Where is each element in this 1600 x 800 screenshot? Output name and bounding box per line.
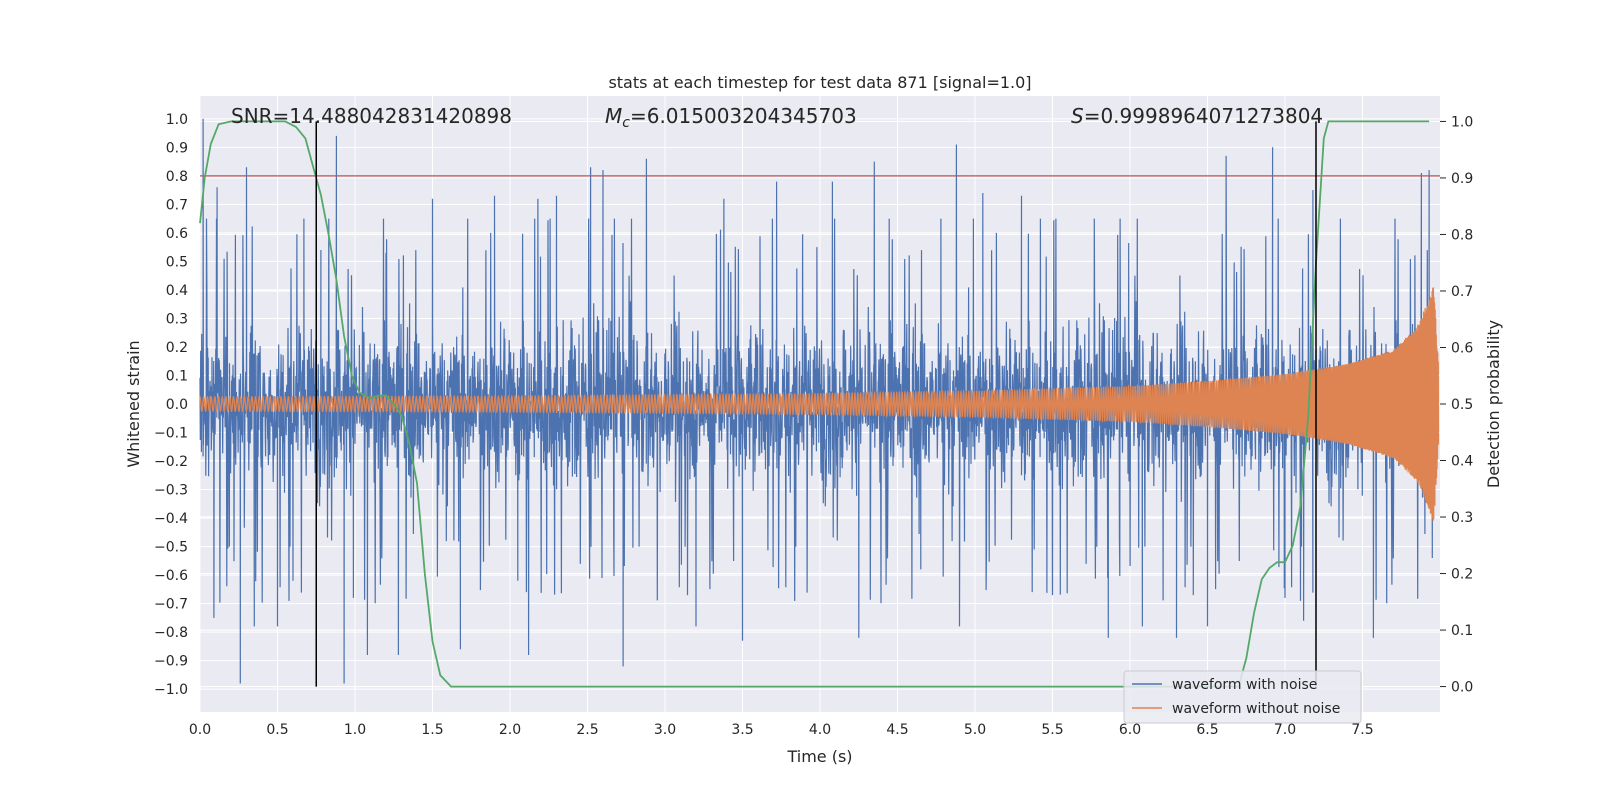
s-annotation: S=0.9998964071273804 bbox=[1071, 104, 1323, 128]
y-tick-label: 0.1 bbox=[166, 368, 188, 384]
chart-title: stats at each timestep for test data 871… bbox=[608, 73, 1031, 92]
y2-tick-label: 0.7 bbox=[1451, 284, 1473, 300]
x-tick-label: 0.0 bbox=[189, 722, 211, 738]
y-tick-label: 0.4 bbox=[166, 283, 188, 299]
series-waveform-without-noise bbox=[199, 287, 1440, 521]
x-tick-label: 3.0 bbox=[654, 722, 676, 738]
y-tick-label: −0.9 bbox=[154, 654, 188, 670]
x-axis-ticks: 0.0 0.5 1.0 1.5 2.0 2.5 3.0 3.5 4.0 4.5 5.0 5.5 6.0 6… bbox=[189, 722, 1374, 738]
x-tick-label: 5.5 bbox=[1041, 722, 1063, 738]
y2-axis-label: Detection probability bbox=[1484, 320, 1503, 488]
x-tick-label: 2.5 bbox=[576, 722, 598, 738]
x-tick-label: 7.0 bbox=[1274, 722, 1296, 738]
s-symbol: S bbox=[1071, 104, 1084, 128]
x-tick-label: 1.5 bbox=[421, 722, 443, 738]
legend-box bbox=[1123, 670, 1362, 724]
legend-label-clean: waveform without noise bbox=[1172, 701, 1340, 717]
y-tick-label: 0.6 bbox=[166, 226, 188, 242]
y-tick-label: 0.9 bbox=[166, 140, 188, 156]
y-tick-label: −0.4 bbox=[154, 511, 188, 527]
y2-tick-label: 0.6 bbox=[1451, 340, 1473, 356]
x-tick-label: 6.5 bbox=[1196, 722, 1218, 738]
y-tick-label: −0.2 bbox=[154, 454, 188, 470]
legend: waveform with noise waveform without noi… bbox=[1123, 670, 1362, 724]
snr-annotation: SNR=14.488042831420898 bbox=[231, 104, 512, 128]
y-tick-label: 0.2 bbox=[166, 340, 188, 356]
y-tick-label: −1.0 bbox=[154, 682, 188, 698]
y2-tick-label: 0.4 bbox=[1451, 454, 1473, 470]
y-axis-ticks: 1.0 0.9 0.8 0.7 0.6 0.5 0.4 0.3 0.2 0.1 0.0 −0.1 −0.… bbox=[154, 112, 188, 698]
y-tick-label: 0.7 bbox=[166, 197, 188, 213]
mc-annotation: Mc=6.015003204345703 bbox=[605, 104, 857, 131]
y-tick-label: 0.8 bbox=[166, 169, 188, 185]
x-tick-label: 3.5 bbox=[731, 722, 753, 738]
s-value: =0.9998964071273804 bbox=[1084, 104, 1323, 128]
y-tick-label: 0.5 bbox=[166, 254, 188, 270]
y2-tick-label: 0.8 bbox=[1451, 227, 1473, 243]
y2-tick-label: 0.2 bbox=[1451, 567, 1473, 583]
mc-subscript: c bbox=[622, 115, 630, 131]
y-axis-label: Whitened strain bbox=[124, 340, 143, 467]
plot-area bbox=[199, 118, 1440, 688]
y-tick-label: 0.3 bbox=[166, 311, 188, 327]
y-tick-label: −0.8 bbox=[154, 625, 188, 641]
x-axis-label: Time (s) bbox=[786, 747, 852, 766]
y-tick-label: 1.0 bbox=[166, 112, 188, 128]
x-tick-label: 2.0 bbox=[499, 722, 521, 738]
x-tick-label: 4.0 bbox=[809, 722, 831, 738]
y-tick-label: −0.1 bbox=[154, 426, 188, 442]
y-tick-label: −0.5 bbox=[154, 540, 188, 556]
y2-tick-label: 1.0 bbox=[1451, 114, 1473, 130]
legend-label-noise: waveform with noise bbox=[1172, 677, 1317, 693]
x-tick-label: 7.5 bbox=[1351, 722, 1373, 738]
y2-tick-label: 0.0 bbox=[1451, 680, 1473, 696]
y-tick-label: −0.7 bbox=[154, 597, 188, 613]
y2-axis-ticks: 1.0 0.9 0.8 0.7 0.6 0.5 0.4 0.3 0.2 0.1 0.0 bbox=[1440, 114, 1473, 696]
x-tick-label: 5.0 bbox=[964, 722, 986, 738]
y-tick-label: 0.0 bbox=[166, 397, 188, 413]
x-tick-label: 1.0 bbox=[344, 722, 366, 738]
mc-symbol: M bbox=[605, 104, 622, 128]
y2-tick-label: 0.3 bbox=[1451, 510, 1473, 526]
y2-tick-label: 0.5 bbox=[1451, 397, 1473, 413]
y-tick-label: −0.3 bbox=[154, 483, 188, 499]
mc-value: =6.015003204345703 bbox=[630, 104, 857, 128]
series-detection-probability bbox=[199, 120, 1430, 688]
y2-tick-label: 0.1 bbox=[1451, 623, 1473, 639]
y-tick-label: −0.6 bbox=[154, 568, 188, 584]
y2-tick-label: 0.9 bbox=[1451, 171, 1473, 187]
x-tick-label: 0.5 bbox=[266, 722, 288, 738]
x-tick-label: 6.0 bbox=[1119, 722, 1141, 738]
x-tick-label: 4.5 bbox=[886, 722, 908, 738]
